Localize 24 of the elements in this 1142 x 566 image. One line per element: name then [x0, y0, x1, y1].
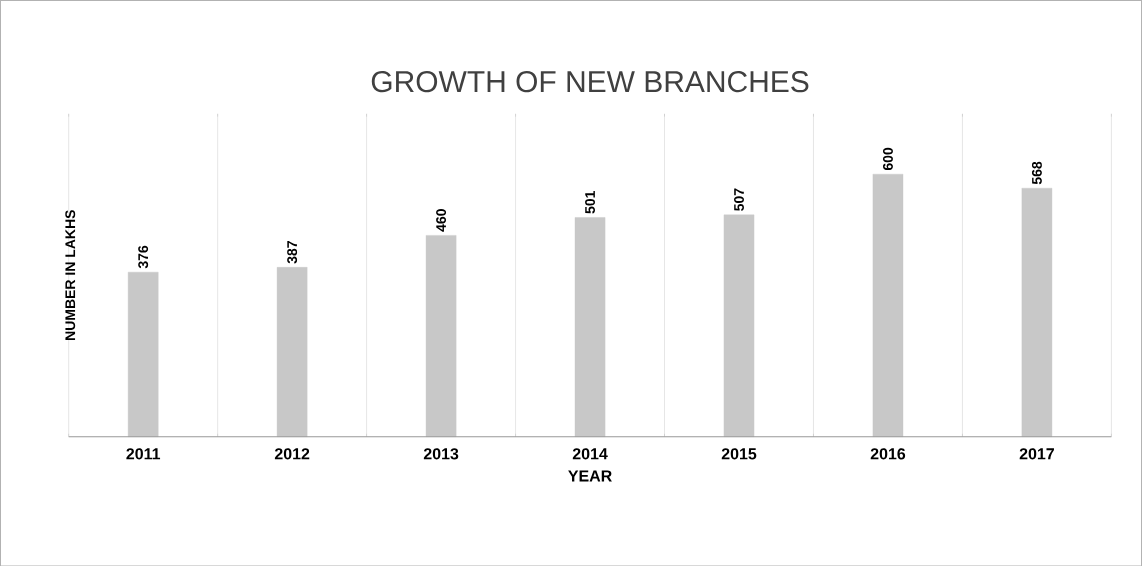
bar: [574, 217, 606, 437]
x-tick-label: 2014: [572, 447, 608, 460]
bar: [872, 173, 904, 437]
x-tick-label: 2013: [423, 447, 459, 460]
x-tick-label: 2015: [721, 447, 757, 460]
data-label: 501: [585, 190, 595, 214]
x-axis-title: YEAR: [568, 470, 612, 482]
bar: [425, 234, 457, 437]
bar: [276, 266, 308, 437]
data-label: 376: [138, 245, 149, 269]
data-label: 568: [1031, 161, 1042, 184]
x-tick-label: 2012: [274, 447, 310, 460]
y-axis-title: NUMBER IN LAKHS: [65, 209, 76, 340]
data-label: 460: [436, 208, 447, 232]
x-tick-label: 2011: [126, 447, 161, 460]
data-label: 387: [287, 240, 298, 264]
data-label: 507: [734, 188, 744, 211]
data-label: 600: [883, 147, 893, 170]
chart-title: GROWTH OF NEW BRANCHES: [371, 70, 809, 93]
bar: [127, 271, 159, 437]
x-tick-label: 2017: [1019, 447, 1054, 460]
x-tick-label: 2016: [870, 447, 906, 460]
bar: [723, 214, 755, 437]
bar: [1021, 187, 1053, 437]
